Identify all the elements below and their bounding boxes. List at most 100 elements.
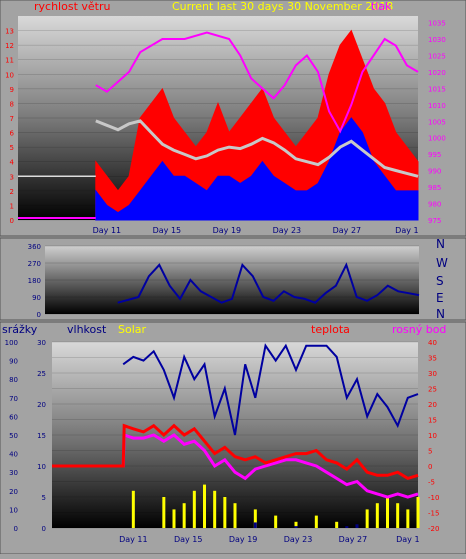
temperature-label: teplota (311, 323, 350, 336)
solar-bar (213, 490, 217, 528)
p1-right-tick: 1005 (428, 118, 446, 126)
rain-bar (355, 524, 359, 528)
p3-rain-tick: 20 (9, 488, 18, 496)
p2-tick: 360 (28, 243, 41, 251)
p1-left-tick: 8 (10, 100, 14, 108)
p3-temp-tick: 15 (428, 417, 437, 425)
p3-rain-tick: 60 (9, 413, 18, 421)
p3-rain-tick: 30 (9, 469, 18, 477)
solar-bar (335, 521, 339, 528)
solar-bar (172, 509, 176, 528)
dew-point-line (52, 432, 419, 499)
solar-bar (192, 490, 196, 528)
p1-right-tick: 1025 (428, 52, 446, 60)
p1-left-tick: 12 (5, 42, 14, 50)
solar-bar (416, 497, 420, 528)
p3-temp-tick: 40 (428, 339, 437, 347)
direction-letters: N W S E N (436, 237, 448, 321)
p3-x-tick: Day 1 (396, 535, 419, 544)
p3-humidity-tick: 25 (37, 370, 46, 378)
wind-average-line (95, 119, 419, 178)
wind-direction-line (117, 262, 420, 304)
humidity-line (122, 343, 419, 436)
direction-letter-n-top: N (436, 237, 445, 251)
p2-tick: 0 (37, 311, 41, 319)
p3-temp-tick: 35 (428, 355, 437, 363)
p3-rain-tick: 50 (9, 432, 18, 440)
p1-left-tick: 13 (5, 28, 14, 36)
rain-bar (294, 526, 298, 528)
p3-rain-tick: 90 (9, 358, 18, 366)
p2-tick: 90 (32, 294, 41, 302)
p3-x-tick: Day 11 (119, 535, 148, 544)
p3-temp-tick: 25 (428, 386, 437, 394)
solar-bar (294, 521, 298, 528)
direction-letter-w: W (436, 256, 448, 270)
solar-bar (233, 503, 237, 528)
p1-x-tick: Day 1 (395, 226, 418, 235)
humidity-label: vlhkost (67, 323, 107, 336)
p3-humidity-tick: 10 (37, 463, 46, 471)
p3-humidity-tick: 5 (42, 494, 46, 502)
pressure-label: tlak (371, 0, 392, 13)
p1-x-tick: Day 15 (153, 226, 182, 235)
p3-x-tick: Day 15 (174, 535, 203, 544)
p3-humidity-tick: 0 (42, 525, 46, 533)
wind-speed-label: rychlost větru (34, 0, 110, 13)
solar-label: Solar (118, 323, 147, 336)
p3-rain-tick: 0 (14, 525, 18, 533)
solar-bar (406, 509, 410, 528)
p1-right-tick: 995 (428, 151, 441, 159)
p3-rain-tick: 100 (5, 339, 18, 347)
p3-temp-tick: 20 (428, 401, 437, 409)
tick-labels: 0123456789101112139759809859909951000100… (5, 20, 446, 544)
direction-letter-s: S (436, 274, 444, 288)
p1-left-tick: 6 (10, 130, 15, 138)
p3-x-tick: Day 23 (284, 535, 313, 544)
p3-temp-tick: 5 (428, 448, 432, 456)
p1-x-tick: Day 19 (213, 226, 242, 235)
p1-left-tick: 3 (10, 173, 14, 181)
p1-right-tick: 990 (428, 168, 441, 176)
p1-right-tick: 980 (428, 201, 441, 209)
p3-rain-tick: 10 (9, 506, 18, 514)
panel2-plot (45, 246, 419, 314)
p1-left-tick: 5 (10, 144, 14, 152)
solar-bar (386, 497, 389, 528)
rain-label: srážky (2, 323, 38, 336)
p3-temp-tick: 10 (428, 432, 437, 440)
p1-right-tick: 985 (428, 184, 441, 192)
p3-temp-tick: -10 (428, 494, 439, 502)
solar-bar (182, 503, 186, 528)
p1-right-tick: 1020 (428, 69, 446, 77)
p1-x-tick: Day 23 (273, 226, 302, 235)
p1-left-tick: 9 (10, 86, 14, 94)
p3-temp-tick: 30 (428, 370, 437, 378)
p1-x-tick: Day 27 (333, 226, 362, 235)
direction-letter-e: E (436, 291, 444, 305)
p3-x-tick: Day 19 (229, 535, 258, 544)
p1-left-tick: 0 (10, 217, 14, 225)
solar-bar (162, 497, 166, 528)
rain-bar (253, 522, 257, 528)
p1-left-tick: 1 (10, 202, 14, 210)
p1-right-tick: 1010 (428, 102, 446, 110)
solar-bar (253, 509, 257, 528)
rain-bar (345, 526, 349, 528)
p1-right-tick: 1030 (428, 36, 446, 44)
solar-bar (203, 484, 206, 528)
p3-temp-tick: -5 (428, 479, 435, 487)
p1-left-tick: 7 (10, 115, 14, 123)
p3-humidity-tick: 20 (37, 401, 46, 409)
p1-left-tick: 2 (10, 188, 14, 196)
solar-bar (314, 515, 318, 528)
solar-bar (375, 503, 379, 528)
p1-left-tick: 4 (10, 159, 15, 167)
solar-bar (365, 509, 369, 528)
temperature-line (52, 423, 419, 481)
p3-humidity-tick: 15 (37, 432, 46, 440)
direction-letter-n-bottom: N (436, 307, 445, 321)
solar-bar (223, 497, 227, 528)
chart-title: Current last 30 days 30 November 2018 (172, 0, 393, 13)
